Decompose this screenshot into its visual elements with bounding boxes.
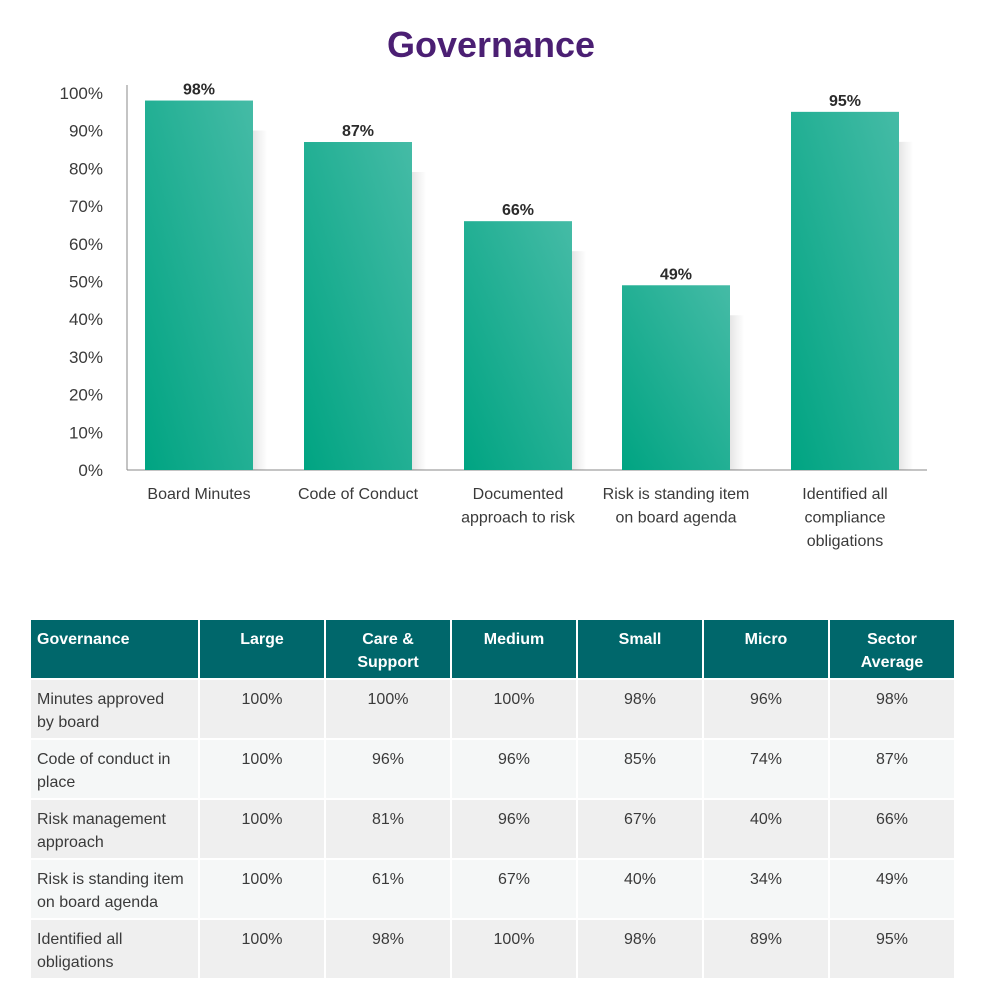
table-row: Risk is standing item on board agenda 100%…: [31, 860, 954, 918]
bar-value-label: 87%: [342, 123, 374, 140]
chart-title: Governance: [386, 24, 596, 65]
bar-value-label: 98%: [183, 82, 215, 99]
table-row: Identified all obligations 100% 98% 100% 98% 8…: [31, 920, 954, 978]
y-tick-label: 90%: [69, 122, 103, 141]
value-cell: 85%: [578, 740, 702, 798]
table-row: Minutes approved by board 100% 100% 100% 98% 9…: [31, 680, 954, 738]
value-cell: 49%: [830, 860, 954, 918]
value-cell: 96%: [452, 800, 576, 858]
value-cell: 67%: [452, 860, 576, 918]
bar: [791, 111, 899, 470]
value-cell: 96%: [704, 680, 828, 738]
value-cell: 100%: [200, 860, 324, 918]
x-category-label: Identified all compliance obligations: [802, 486, 887, 550]
value-cell: 98%: [830, 680, 954, 738]
value-cell: 67%: [578, 800, 702, 858]
y-tick-label: 40%: [69, 310, 103, 329]
row-label-cell: Minutes approved by board: [31, 680, 198, 738]
table-header-row: Governance Large Care & Support Medium Small M…: [31, 620, 954, 678]
value-cell: 34%: [704, 860, 828, 918]
y-tick-label: 100%: [60, 84, 103, 103]
value-cell: 96%: [452, 740, 576, 798]
table-row: Risk management approach 100% 81% 96% 67% 40% 6…: [31, 800, 954, 858]
row-label-cell: Risk management approach: [31, 800, 198, 858]
value-cell: 98%: [578, 680, 702, 738]
y-tick-label: 70%: [69, 197, 103, 216]
bar-value-label: 49%: [660, 266, 692, 283]
bar-value-label: 66%: [502, 202, 534, 219]
y-axis: 0% 10% 20% 30% 40% 50% 60% 70% 80% 90% 100%: [60, 84, 927, 480]
value-cell: 87%: [830, 740, 954, 798]
value-cell: 74%: [704, 740, 828, 798]
bar-value-label: 95%: [829, 93, 861, 110]
bar-shadow: [572, 251, 586, 470]
value-cell: 100%: [200, 740, 324, 798]
row-label-cell: Identified all obligations: [31, 920, 198, 978]
value-cell: 95%: [830, 920, 954, 978]
table-row: Code of conduct in place 100% 96% 96% 85% 74% 8…: [31, 740, 954, 798]
value-cell: 100%: [200, 680, 324, 738]
y-tick-label: 20%: [69, 386, 103, 405]
row-label-cell: Risk is standing item on board agenda: [31, 860, 198, 918]
y-tick-label: 0%: [78, 461, 103, 480]
bar-shadow: [730, 315, 744, 470]
value-cell: 40%: [704, 800, 828, 858]
value-cell: 100%: [452, 680, 576, 738]
value-cell: 61%: [326, 860, 450, 918]
x-axis-labels: Board Minutes Code of Conduct Documented ap…: [147, 486, 887, 550]
x-category-label: Code of Conduct: [298, 486, 419, 503]
y-tick-label: 60%: [69, 235, 103, 254]
table-header-cell: Care & Support: [326, 620, 450, 678]
bars: 98% 87% 66% 49% 95%: [145, 82, 913, 471]
y-tick-label: 30%: [69, 348, 103, 367]
x-category-label: Board Minutes: [147, 486, 250, 503]
value-cell: 81%: [326, 800, 450, 858]
x-category-label: Risk is standing item on board agenda: [603, 486, 750, 527]
value-cell: 98%: [326, 920, 450, 978]
bar: [304, 142, 412, 470]
y-tick-label: 80%: [69, 159, 103, 178]
y-tick-label: 50%: [69, 273, 103, 292]
value-cell: 100%: [452, 920, 576, 978]
table-body: Minutes approved by board 100% 100% 100% 98% 9…: [31, 680, 954, 978]
value-cell: 100%: [200, 800, 324, 858]
bar-shadow: [899, 141, 913, 470]
x-category-label: Documented approach to risk: [461, 486, 576, 527]
table-header-cell: Governance: [31, 620, 198, 678]
bar-shadow: [253, 130, 267, 471]
table-header-cell: Small: [578, 620, 702, 678]
value-cell: 98%: [578, 920, 702, 978]
row-label-cell: Code of conduct in place: [31, 740, 198, 798]
value-cell: 89%: [704, 920, 828, 978]
bar-shadow: [412, 172, 426, 470]
value-cell: 40%: [578, 860, 702, 918]
governance-table: Governance Large Care & Support Medium Small M…: [29, 618, 956, 980]
table-header-cell: Large: [200, 620, 324, 678]
bar-chart: 0% 10% 20% 30% 40% 50% 60% 70% 80% 90% 100% 98% 87%…: [60, 82, 927, 550]
y-tick-label: 10%: [69, 423, 103, 442]
value-cell: 96%: [326, 740, 450, 798]
table-header-cell: Micro: [704, 620, 828, 678]
bar: [464, 221, 572, 470]
table-header-cell: Sector Average: [830, 620, 954, 678]
value-cell: 100%: [326, 680, 450, 738]
value-cell: 100%: [200, 920, 324, 978]
bar: [622, 285, 730, 470]
bar: [145, 100, 253, 470]
table-header-cell: Medium: [452, 620, 576, 678]
value-cell: 66%: [830, 800, 954, 858]
